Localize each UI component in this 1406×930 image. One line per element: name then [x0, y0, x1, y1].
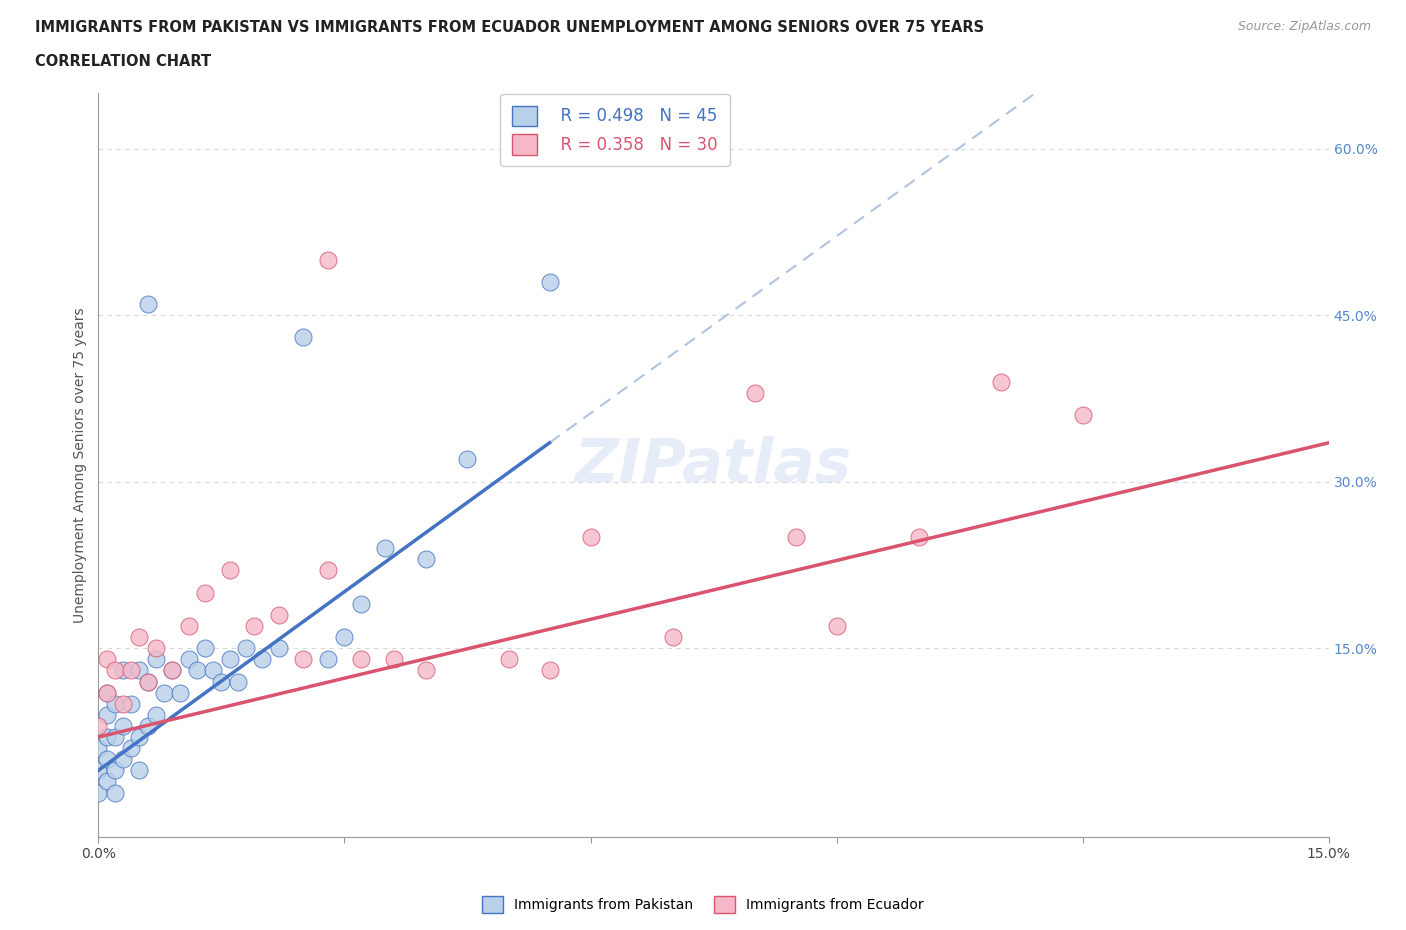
- Point: [661, 630, 683, 644]
- Point: [785, 530, 807, 545]
- Point: [907, 530, 929, 545]
- Point: [112, 751, 135, 766]
- Point: [104, 697, 127, 711]
- Text: IMMIGRANTS FROM PAKISTAN VS IMMIGRANTS FROM ECUADOR UNEMPLOYMENT AMONG SENIORS O: IMMIGRANTS FROM PAKISTAN VS IMMIGRANTS F…: [35, 20, 984, 35]
- Point: [350, 596, 373, 611]
- Point: [990, 374, 1012, 389]
- Point: [202, 663, 225, 678]
- Point: [235, 641, 257, 656]
- Point: [825, 618, 848, 633]
- Point: [112, 719, 135, 734]
- Point: [128, 730, 150, 745]
- Point: [87, 763, 110, 777]
- Point: [538, 274, 561, 289]
- Point: [128, 763, 150, 777]
- Point: [87, 785, 110, 800]
- Point: [87, 740, 110, 755]
- Point: [186, 663, 208, 678]
- Point: [96, 730, 118, 745]
- Point: [457, 452, 479, 467]
- Point: [218, 563, 240, 578]
- Point: [112, 663, 135, 678]
- Point: [96, 751, 118, 766]
- Point: [316, 563, 339, 578]
- Point: [177, 618, 200, 633]
- Point: [145, 641, 167, 656]
- Point: [374, 541, 396, 556]
- Point: [96, 708, 118, 723]
- Point: [1071, 407, 1094, 422]
- Point: [96, 685, 118, 700]
- Point: [292, 330, 315, 345]
- Point: [104, 730, 127, 745]
- Point: [177, 652, 200, 667]
- Point: [104, 785, 127, 800]
- Point: [538, 663, 561, 678]
- Point: [382, 652, 405, 667]
- Point: [120, 740, 142, 755]
- Point: [169, 685, 191, 700]
- Point: [120, 697, 142, 711]
- Point: [145, 708, 167, 723]
- Point: [96, 652, 118, 667]
- Point: [415, 551, 437, 566]
- Point: [136, 297, 159, 312]
- Point: [194, 641, 217, 656]
- Point: [136, 674, 159, 689]
- Text: ZIPatlas: ZIPatlas: [575, 435, 852, 495]
- Point: [252, 652, 274, 667]
- Point: [96, 774, 118, 789]
- Point: [194, 585, 217, 600]
- Legend:   R = 0.498   N = 45,   R = 0.358   N = 30: R = 0.498 N = 45, R = 0.358 N = 30: [501, 94, 730, 166]
- Point: [87, 719, 110, 734]
- Point: [744, 385, 766, 400]
- Text: CORRELATION CHART: CORRELATION CHART: [35, 54, 211, 69]
- Point: [218, 652, 240, 667]
- Point: [333, 630, 356, 644]
- Point: [415, 663, 437, 678]
- Legend: Immigrants from Pakistan, Immigrants from Ecuador: Immigrants from Pakistan, Immigrants fro…: [477, 890, 929, 919]
- Y-axis label: Unemployment Among Seniors over 75 years: Unemployment Among Seniors over 75 years: [73, 307, 87, 623]
- Text: Source: ZipAtlas.com: Source: ZipAtlas.com: [1237, 20, 1371, 33]
- Point: [104, 663, 127, 678]
- Point: [136, 719, 159, 734]
- Point: [292, 652, 315, 667]
- Point: [211, 674, 233, 689]
- Point: [267, 641, 290, 656]
- Point: [243, 618, 266, 633]
- Point: [120, 663, 142, 678]
- Point: [112, 697, 135, 711]
- Point: [316, 252, 339, 267]
- Point: [498, 652, 520, 667]
- Point: [153, 685, 176, 700]
- Point: [128, 663, 150, 678]
- Point: [96, 685, 118, 700]
- Point: [579, 530, 602, 545]
- Point: [267, 607, 290, 622]
- Point: [136, 674, 159, 689]
- Point: [162, 663, 184, 678]
- Point: [128, 630, 150, 644]
- Point: [104, 763, 127, 777]
- Point: [162, 663, 184, 678]
- Point: [350, 652, 373, 667]
- Point: [226, 674, 249, 689]
- Point: [145, 652, 167, 667]
- Point: [316, 652, 339, 667]
